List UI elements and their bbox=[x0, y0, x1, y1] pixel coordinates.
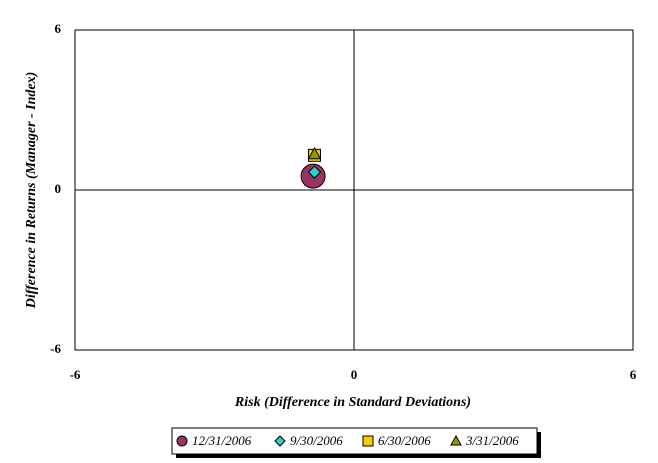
x-tick-label: 0 bbox=[351, 367, 358, 382]
legend-label: 12/31/2006 bbox=[192, 433, 252, 448]
legend-box bbox=[171, 427, 538, 455]
legend-label: 3/31/2006 bbox=[465, 433, 519, 448]
y-tick-label: 6 bbox=[55, 21, 62, 36]
y-axis-title: Difference in Returns (Manager - Index) bbox=[24, 72, 39, 310]
legend-marker bbox=[362, 435, 374, 447]
x-tick-label: -6 bbox=[70, 367, 81, 382]
legend-label: 6/30/2006 bbox=[378, 433, 431, 448]
legend-marker bbox=[176, 435, 188, 447]
point bbox=[307, 146, 322, 160]
y-tick-label: 0 bbox=[55, 181, 62, 196]
legend-label: 9/30/2006 bbox=[290, 433, 343, 448]
legend-marker bbox=[274, 435, 286, 447]
x-axis-title: Risk (Difference in Standard Deviations) bbox=[234, 395, 471, 410]
y-tick-label: -6 bbox=[50, 341, 61, 356]
point bbox=[307, 165, 322, 179]
legend-marker bbox=[450, 434, 462, 446]
x-tick-label: 6 bbox=[630, 367, 637, 382]
